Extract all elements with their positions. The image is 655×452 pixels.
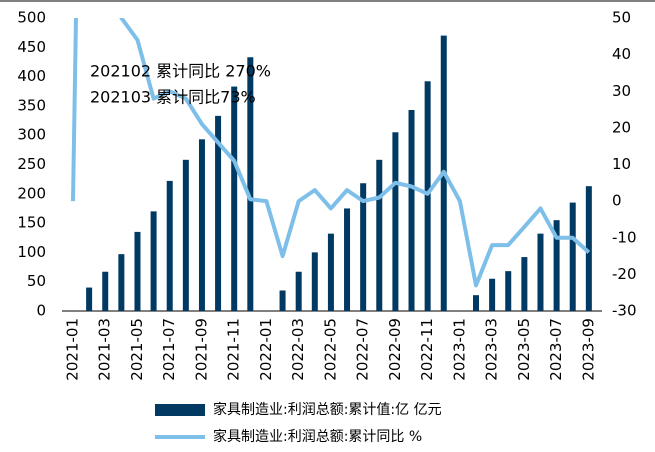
bar [327, 233, 334, 311]
bar [166, 180, 173, 311]
x-tick-label: 2021-09 [192, 318, 210, 381]
x-tick-label: 2023-03 [483, 318, 501, 381]
annotation: 202102 累计同比 270% [90, 62, 271, 81]
x-tick-label: 2021-01 [64, 318, 82, 381]
bar [150, 211, 157, 311]
bar [392, 132, 399, 311]
x-tick-label: 2022-01 [257, 318, 275, 381]
bar [521, 257, 528, 311]
bar [279, 290, 286, 311]
x-tick-label: 2021-07 [160, 318, 178, 381]
x-tick-label: 2022-09 [386, 318, 404, 381]
x-tick-label: 2023-01 [450, 318, 468, 381]
bar [537, 233, 544, 311]
line-clip [71, 18, 591, 288]
bar [360, 183, 367, 311]
y-tick-label: 50 [27, 272, 46, 290]
y2-tick-label: 30 [612, 82, 631, 100]
bar [134, 231, 141, 311]
bar [311, 252, 318, 311]
y-tick-label: 500 [17, 9, 46, 27]
y-tick-label: 0 [36, 302, 46, 320]
bar [215, 115, 222, 311]
y2-tick-label: 10 [612, 155, 631, 173]
bar [505, 271, 512, 311]
line [71, 18, 591, 288]
y-tick-label: 150 [17, 214, 46, 232]
legend-swatch [155, 404, 205, 416]
x-tick-label: 2021-11 [225, 318, 243, 381]
bar [102, 271, 109, 311]
x-tick-label: 2022-03 [289, 318, 307, 381]
y2-tick-label: 0 [612, 192, 622, 210]
y2-tick-label: 50 [612, 9, 631, 27]
y-tick-label: 350 [17, 96, 46, 114]
bar [231, 86, 238, 311]
y2-tick-label: -10 [612, 228, 637, 246]
y2-tick-label: -20 [612, 265, 637, 283]
y-tick-label: 100 [17, 243, 46, 261]
bar [118, 254, 125, 311]
bar [86, 287, 93, 311]
y2-tick-label: -30 [612, 302, 637, 320]
annotation: 202103 累计同比73% [90, 88, 256, 107]
y-tick-label: 250 [17, 155, 46, 173]
y2-tick-label: 20 [612, 118, 631, 136]
bar [489, 278, 496, 311]
bar [376, 159, 383, 311]
y-tick-label: 300 [17, 126, 46, 144]
x-tick-label: 2022-05 [321, 318, 339, 381]
x-tick-label: 2021-05 [128, 318, 146, 381]
x-tick-label: 2022-07 [354, 318, 372, 381]
bar [408, 110, 415, 311]
x-tick-label: 2023-07 [547, 318, 565, 381]
legend-label: 家具制造业:利润总额:累计值:亿 亿元 [213, 401, 442, 418]
y-tick-label: 200 [17, 184, 46, 202]
y-tick-label: 400 [17, 67, 46, 85]
bar [569, 202, 576, 311]
x-tick-label: 2023-05 [515, 318, 533, 381]
x-tick-label: 2022-11 [418, 318, 436, 381]
x-tick-label: 2023-09 [579, 318, 597, 381]
bar [553, 220, 560, 311]
bar [424, 81, 431, 312]
y2-tick-label: 40 [612, 45, 631, 63]
bar [295, 271, 302, 311]
y-tick-label: 450 [17, 38, 46, 56]
bar [585, 186, 592, 311]
bar [247, 57, 254, 312]
bar [182, 159, 189, 311]
bar [473, 295, 479, 311]
bar [198, 139, 205, 311]
x-tick-label: 2021-03 [96, 318, 114, 381]
bar [344, 208, 351, 311]
legend-label: 家具制造业:利润总额:累计同比 % [213, 428, 422, 445]
